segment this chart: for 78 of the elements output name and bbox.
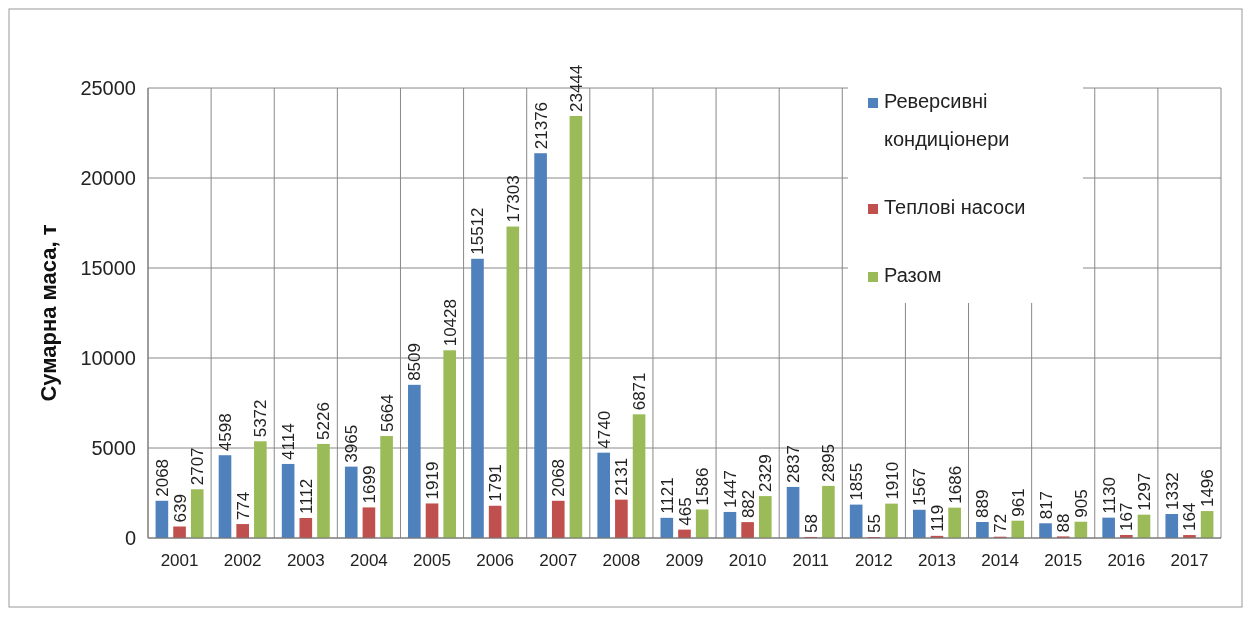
- data-label: 1332: [1162, 472, 1182, 511]
- x-tick-label: 2010: [728, 551, 767, 570]
- x-tick-label: 2007: [539, 551, 578, 570]
- data-label: 5664: [377, 394, 397, 433]
- legend-label: Реверсивні кондиціонери: [884, 90, 1010, 150]
- legend-label: Разом: [884, 264, 942, 286]
- data-label: 2707: [188, 447, 208, 486]
- data-label: 55: [864, 514, 884, 534]
- data-label: 1130: [1099, 477, 1119, 514]
- x-tick-label: 2003: [286, 551, 325, 570]
- data-label: 15512: [468, 207, 488, 255]
- data-label: 465: [675, 497, 695, 526]
- data-label: 1121: [657, 477, 677, 514]
- data-label: 1496: [1198, 469, 1218, 508]
- y-tick-label: 25000: [80, 77, 136, 99]
- x-tick-label: 2017: [1170, 551, 1209, 570]
- data-label: 72: [991, 513, 1011, 533]
- data-label: 1112: [296, 478, 316, 514]
- data-label: 164: [1180, 502, 1200, 532]
- data-label: 817: [1036, 490, 1056, 520]
- data-label: 639: [170, 494, 190, 523]
- x-tick-label: 2013: [918, 551, 956, 570]
- y-tick-label: 15000: [80, 257, 136, 279]
- data-label: 88: [1054, 513, 1074, 533]
- data-label: 21376: [531, 101, 551, 150]
- data-label: 167: [1117, 502, 1137, 531]
- x-tick-label: 2001: [160, 551, 199, 570]
- x-tick-label: 2011: [792, 551, 830, 570]
- data-label: 8509: [405, 343, 425, 381]
- data-label: 2895: [819, 444, 839, 482]
- x-tick-label: 2004: [350, 551, 388, 570]
- data-label: 2068: [549, 458, 569, 497]
- data-label: 2131: [612, 457, 632, 496]
- data-label: 1447: [720, 470, 740, 508]
- x-tick-label: 2014: [981, 551, 1019, 570]
- data-label: 882: [738, 489, 758, 519]
- x-tick-label: 2002: [223, 551, 262, 570]
- data-label: 1586: [693, 467, 713, 506]
- data-label: 2837: [784, 445, 804, 483]
- x-tick-label: 2016: [1107, 551, 1146, 570]
- data-label: 1910: [882, 461, 902, 500]
- x-tick-label: 2006: [476, 551, 515, 570]
- data-label: 2068: [152, 458, 172, 497]
- data-label: 10428: [440, 299, 460, 347]
- data-label: 1791: [486, 463, 506, 502]
- data-label: 1855: [847, 462, 867, 501]
- legend-label: Теплові насоси: [884, 196, 1026, 218]
- x-tick-label: 2015: [1044, 551, 1083, 570]
- data-label: 5372: [251, 399, 271, 438]
- data-label: 1686: [945, 465, 965, 504]
- data-label: 119: [927, 504, 947, 532]
- data-label: 961: [1008, 488, 1028, 517]
- data-label: 23444: [566, 64, 586, 113]
- data-label: 4598: [216, 413, 235, 452]
- y-axis-title: Сумарна маса, т: [36, 224, 61, 402]
- data-label: 905: [1071, 489, 1091, 518]
- x-tick-label: 2005: [413, 551, 451, 570]
- y-tick-label: 0: [124, 527, 136, 549]
- data-label: 1919: [423, 461, 443, 500]
- data-label: 58: [801, 514, 821, 533]
- x-tick-label: 2012: [854, 551, 893, 570]
- data-label: 1699: [359, 465, 379, 504]
- y-tick-label: 10000: [80, 347, 136, 369]
- data-label: 4114: [279, 423, 299, 460]
- data-label: 774: [233, 491, 253, 521]
- data-label: 3965: [342, 424, 362, 463]
- data-label: 4740: [594, 410, 614, 449]
- x-tick-label: 2008: [602, 551, 641, 570]
- y-tick-label: 5000: [91, 437, 136, 459]
- x-tick-label: 2009: [665, 551, 704, 570]
- data-label: 1297: [1135, 472, 1154, 511]
- data-label: 6871: [630, 372, 650, 411]
- data-label: 889: [973, 489, 993, 518]
- data-label: 5226: [314, 402, 334, 440]
- data-label: 1567: [910, 467, 930, 506]
- data-label: 17303: [503, 175, 523, 223]
- y-tick-label: 20000: [80, 167, 136, 189]
- data-label: 2329: [756, 454, 776, 493]
